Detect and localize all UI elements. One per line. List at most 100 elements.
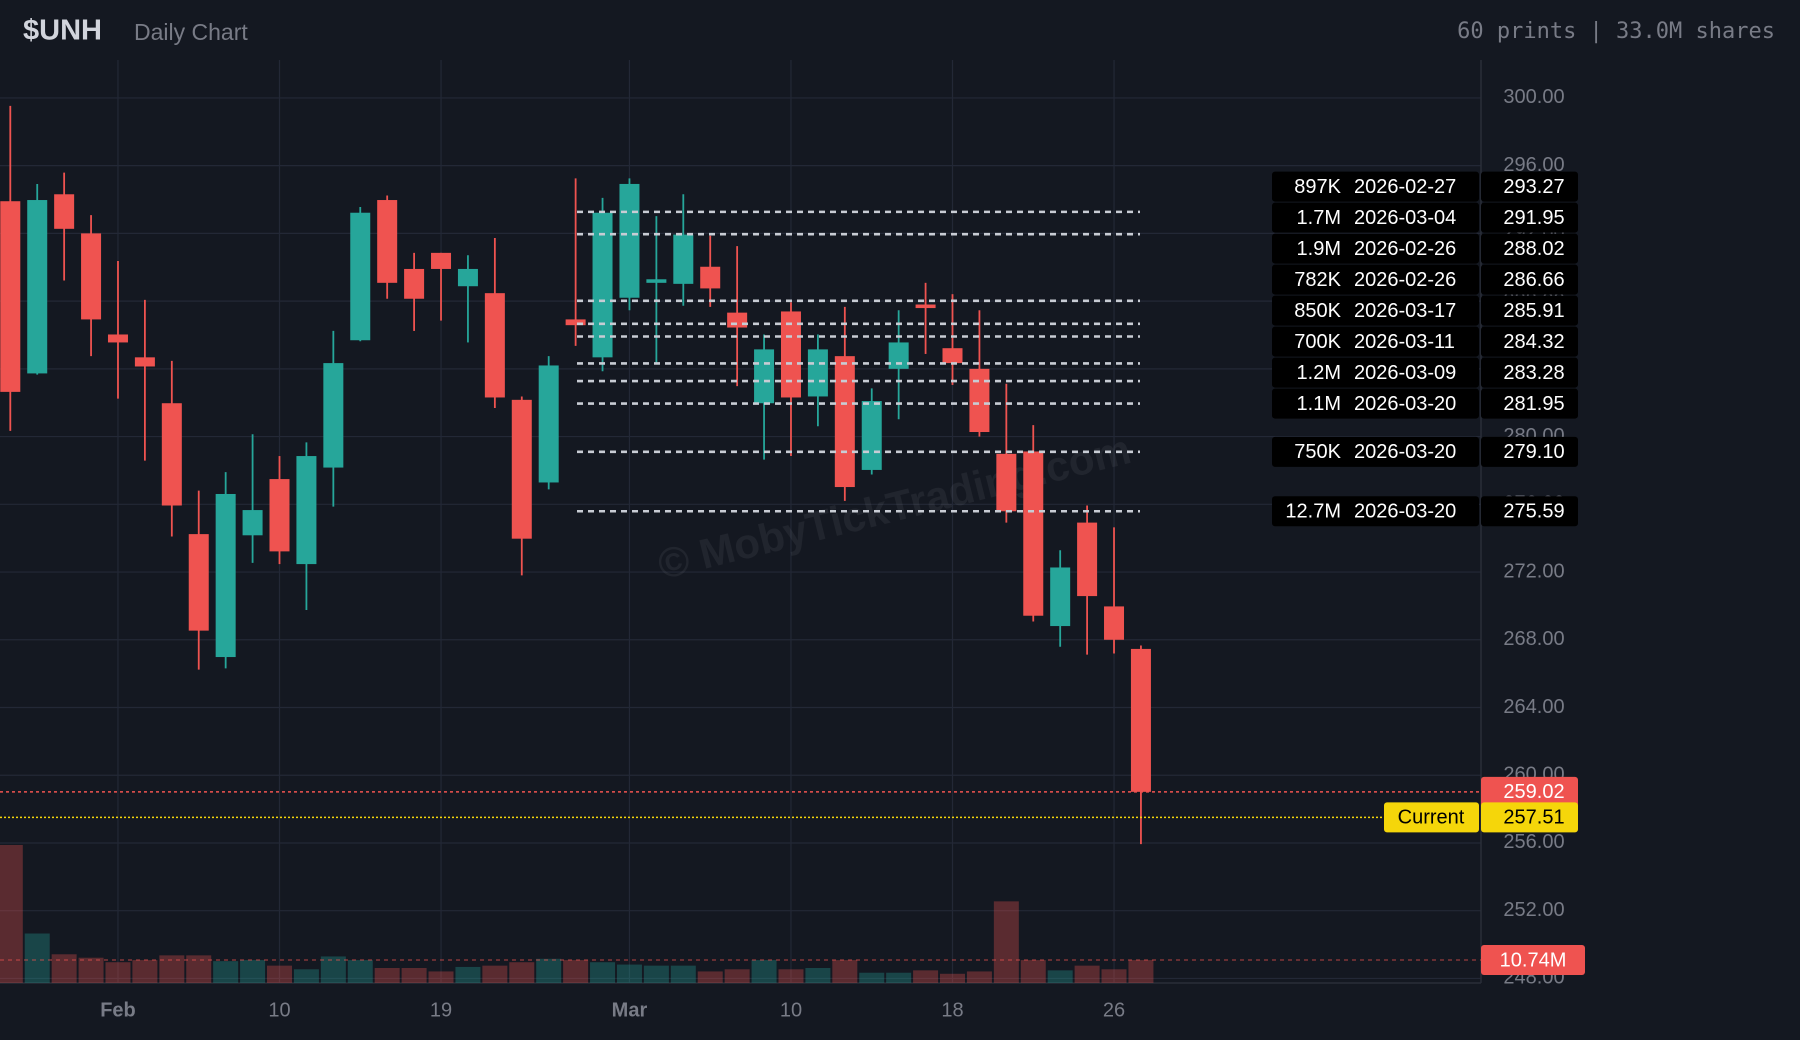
level-date: 2026-03-20 [1354,501,1456,523]
level-price: 279.10 [1503,441,1564,463]
candle-body [996,453,1017,512]
level-date: 2026-03-20 [1354,441,1456,463]
x-tick-label: 26 [1103,999,1125,1021]
level-price: 291.95 [1503,207,1564,229]
volume-bar [563,960,589,983]
level-price-box [1481,295,1578,326]
level-date: 2026-03-11 [1354,331,1455,353]
volume-bar [24,933,50,983]
candle-body [269,479,290,552]
level-price: 283.28 [1503,362,1564,384]
level-price: 293.27 [1503,176,1564,198]
candle-body [161,403,182,506]
candle-body [81,233,102,320]
last-price-label: 259.02 [1503,781,1564,803]
candle-body [1130,648,1151,792]
candle-body [188,534,209,631]
level-date: 2026-02-27 [1354,176,1456,198]
current-label-box [1384,802,1479,833]
level-volume: 1.7M [1297,207,1341,229]
level-price: 284.32 [1503,331,1564,353]
volume-bar [1101,969,1127,983]
level-price-box [1481,388,1578,419]
volume-bar [590,962,616,983]
x-tick-label: 18 [941,999,963,1021]
volume-bar [213,961,239,983]
candle-body [296,456,317,565]
level-price: 275.59 [1503,501,1564,523]
last-price-box [1481,776,1578,807]
volume-bar [51,954,77,983]
candle-body [565,319,586,326]
volume-bar [509,962,535,983]
volume-average-label: 10.74M [1500,949,1567,971]
candle-body [215,493,236,658]
level-price-box [1481,326,1578,357]
level-date: 2026-02-26 [1354,238,1456,260]
level-volume: 1.9M [1297,238,1341,260]
volume-bar [1047,970,1073,983]
candle-body [915,304,936,309]
candle-body [592,212,613,358]
y-tick-label: 252.00 [1503,899,1564,921]
candle-body [377,200,398,283]
level-volume: 12.7M [1285,501,1341,523]
candle-body [54,194,75,229]
candle-body [27,200,48,374]
candle-body [673,234,694,284]
volume-bar [105,962,131,983]
volume-bar [186,955,212,983]
current-label: Current [1398,807,1465,829]
y-tick-label: 264.00 [1503,696,1564,718]
current-price: 257.51 [1503,807,1564,829]
volume-bar [482,965,508,983]
level-volume: 850K [1294,300,1341,322]
x-tick-label: 10 [268,999,290,1021]
candle-body [619,183,640,298]
volume-bar [778,969,804,983]
level-date: 2026-03-17 [1354,300,1456,322]
level-date: 2026-03-04 [1354,207,1456,229]
candle-body [457,268,478,287]
candle-body [107,334,128,343]
x-tick-label: 10 [780,999,802,1021]
y-tick-label: 272.00 [1503,560,1564,582]
volume-bar [267,965,292,983]
candle-body [807,349,828,397]
current-price-box [1481,802,1578,833]
ticker: $UNH [23,15,102,47]
volume-bar [643,965,669,983]
y-tick-label: 296.00 [1503,154,1564,176]
level-label-box [1272,388,1479,419]
volume-bar [132,960,158,983]
level-price: 286.66 [1503,269,1564,291]
candle-body [484,293,505,398]
level-price-box [1481,233,1578,264]
level-price: 281.95 [1503,393,1564,415]
candle-body [350,212,371,341]
volume-bar [697,971,723,983]
candle-body [0,201,21,392]
candle-body [754,349,775,404]
level-label-box [1272,264,1479,295]
stats: 60 prints | 33.0M shares [1457,19,1775,44]
level-price-box [1481,264,1578,295]
volume-bar [401,968,427,983]
candle-body [1104,606,1125,640]
volume-bar [616,964,642,983]
volume-bar [859,972,885,983]
level-label-box [1272,171,1479,202]
level-price: 285.91 [1503,300,1564,322]
candle-body [1023,451,1044,616]
volume-bar [78,957,104,983]
level-price-box [1481,202,1578,233]
level-label-box [1272,357,1479,388]
x-tick-label: 19 [430,999,452,1021]
volume-bar [805,968,831,983]
volume-bar [886,972,912,983]
volume-bar [724,969,750,983]
candle-body [511,399,532,539]
y-tick-label: 300.00 [1503,86,1564,108]
